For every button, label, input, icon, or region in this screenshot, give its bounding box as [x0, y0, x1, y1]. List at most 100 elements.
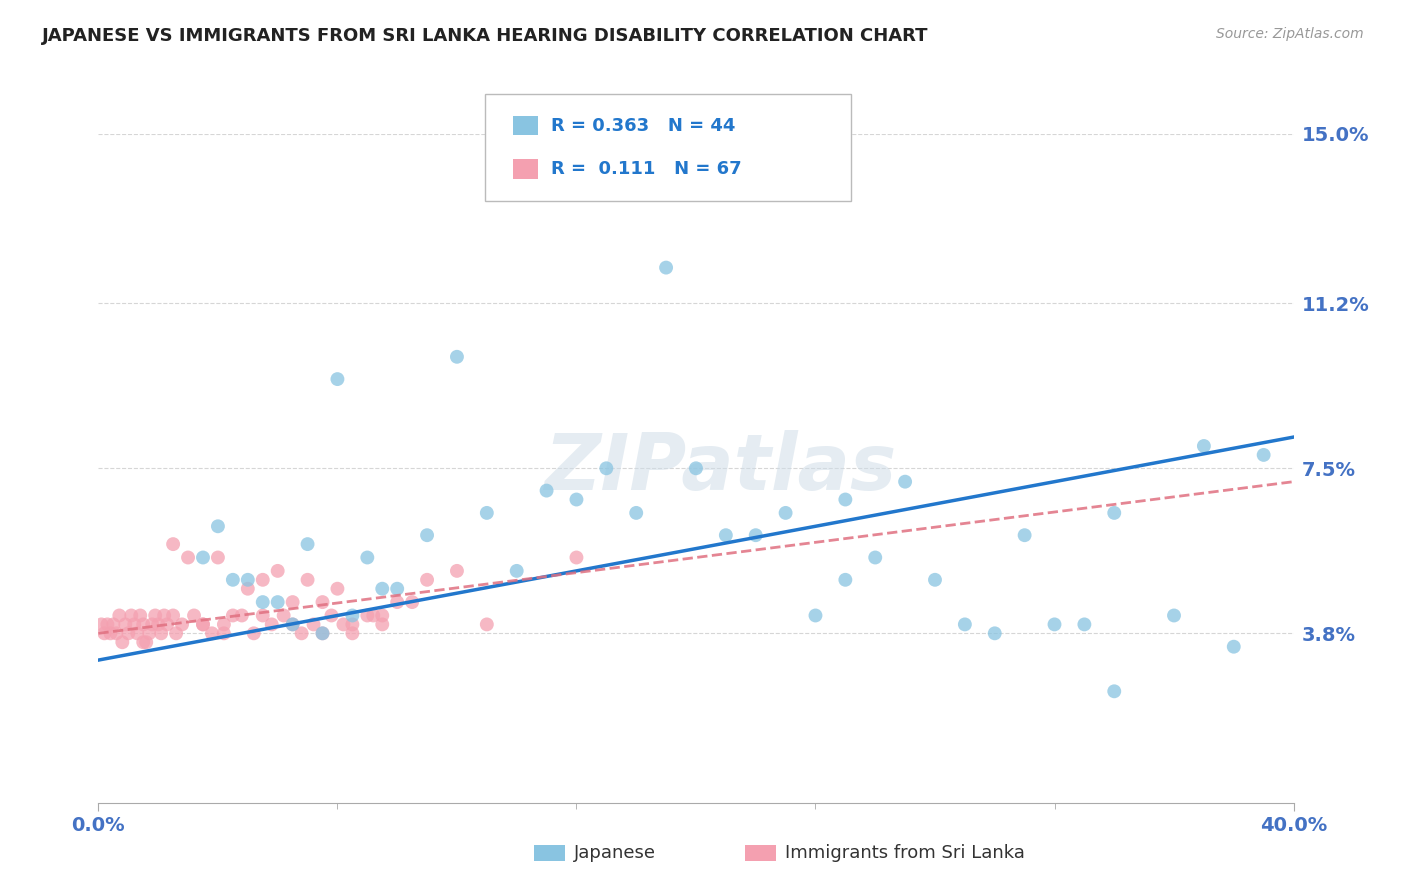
Point — [311, 626, 333, 640]
Point — [267, 564, 290, 578]
Point — [356, 550, 378, 565]
Point — [385, 595, 409, 609]
Point — [108, 608, 131, 623]
Point — [385, 582, 409, 596]
Text: R =  0.111   N = 67: R = 0.111 N = 67 — [551, 160, 742, 178]
Point — [153, 608, 176, 623]
Point — [273, 608, 295, 623]
Point — [321, 608, 343, 623]
Point — [924, 573, 946, 587]
Point — [953, 617, 976, 632]
Point — [894, 475, 917, 489]
Point — [446, 350, 468, 364]
Point — [162, 608, 184, 623]
Point — [172, 617, 194, 632]
Point — [1253, 448, 1275, 462]
Point — [281, 617, 304, 632]
Point — [342, 626, 364, 640]
Point — [1223, 640, 1246, 654]
Point — [1192, 439, 1215, 453]
Point — [745, 528, 768, 542]
Point — [363, 608, 385, 623]
Point — [177, 550, 200, 565]
Point — [120, 608, 142, 623]
Point — [156, 617, 179, 632]
Point — [311, 626, 333, 640]
Point — [775, 506, 797, 520]
Point — [302, 617, 325, 632]
Point — [236, 573, 259, 587]
Point — [138, 626, 160, 640]
Point — [143, 608, 166, 623]
Point — [252, 608, 274, 623]
Point — [714, 528, 737, 542]
Point — [207, 550, 229, 565]
Point — [326, 372, 349, 386]
Text: R = 0.363   N = 44: R = 0.363 N = 44 — [551, 117, 735, 135]
Point — [416, 528, 439, 542]
Point — [231, 608, 253, 623]
Text: Source: ZipAtlas.com: Source: ZipAtlas.com — [1216, 27, 1364, 41]
Point — [804, 608, 827, 623]
Point — [105, 626, 128, 640]
Point — [96, 617, 118, 632]
Point — [1043, 617, 1066, 632]
Point — [475, 506, 498, 520]
Point — [655, 260, 678, 275]
Point — [222, 573, 245, 587]
Point — [371, 617, 394, 632]
Point — [207, 519, 229, 533]
Point — [291, 626, 314, 640]
Point — [260, 617, 283, 632]
Point — [685, 461, 707, 475]
Point — [132, 635, 155, 649]
Point — [124, 617, 146, 632]
Point — [100, 626, 122, 640]
Point — [536, 483, 558, 498]
Point — [222, 608, 245, 623]
Point — [183, 608, 205, 623]
Point — [141, 617, 163, 632]
Point — [191, 550, 214, 565]
Point — [311, 595, 333, 609]
Point — [281, 617, 304, 632]
Point — [135, 635, 157, 649]
Point — [162, 537, 184, 551]
Point — [267, 595, 290, 609]
Point — [332, 617, 354, 632]
Point — [132, 617, 155, 632]
Point — [371, 582, 394, 596]
Point — [165, 626, 187, 640]
Point — [90, 617, 112, 632]
Text: Japanese: Japanese — [574, 844, 655, 862]
Point — [446, 564, 468, 578]
Point — [595, 461, 617, 475]
Point — [1073, 617, 1095, 632]
Point — [297, 573, 319, 587]
Point — [236, 582, 259, 596]
Point — [150, 626, 173, 640]
Point — [475, 617, 498, 632]
Point — [626, 506, 648, 520]
Point — [401, 595, 423, 609]
Point — [103, 617, 125, 632]
Point — [148, 617, 170, 632]
Point — [1104, 506, 1126, 520]
Point — [281, 595, 304, 609]
Point — [297, 537, 319, 551]
Point — [114, 617, 136, 632]
Point — [212, 617, 235, 632]
Point — [356, 608, 378, 623]
Point — [565, 492, 588, 507]
Text: Immigrants from Sri Lanka: Immigrants from Sri Lanka — [785, 844, 1025, 862]
Point — [201, 626, 224, 640]
Point — [1014, 528, 1036, 542]
Point — [252, 573, 274, 587]
Point — [129, 608, 152, 623]
Point — [834, 573, 856, 587]
Point — [865, 550, 887, 565]
Point — [191, 617, 214, 632]
Point — [212, 626, 235, 640]
Point — [243, 626, 266, 640]
Point — [506, 564, 529, 578]
